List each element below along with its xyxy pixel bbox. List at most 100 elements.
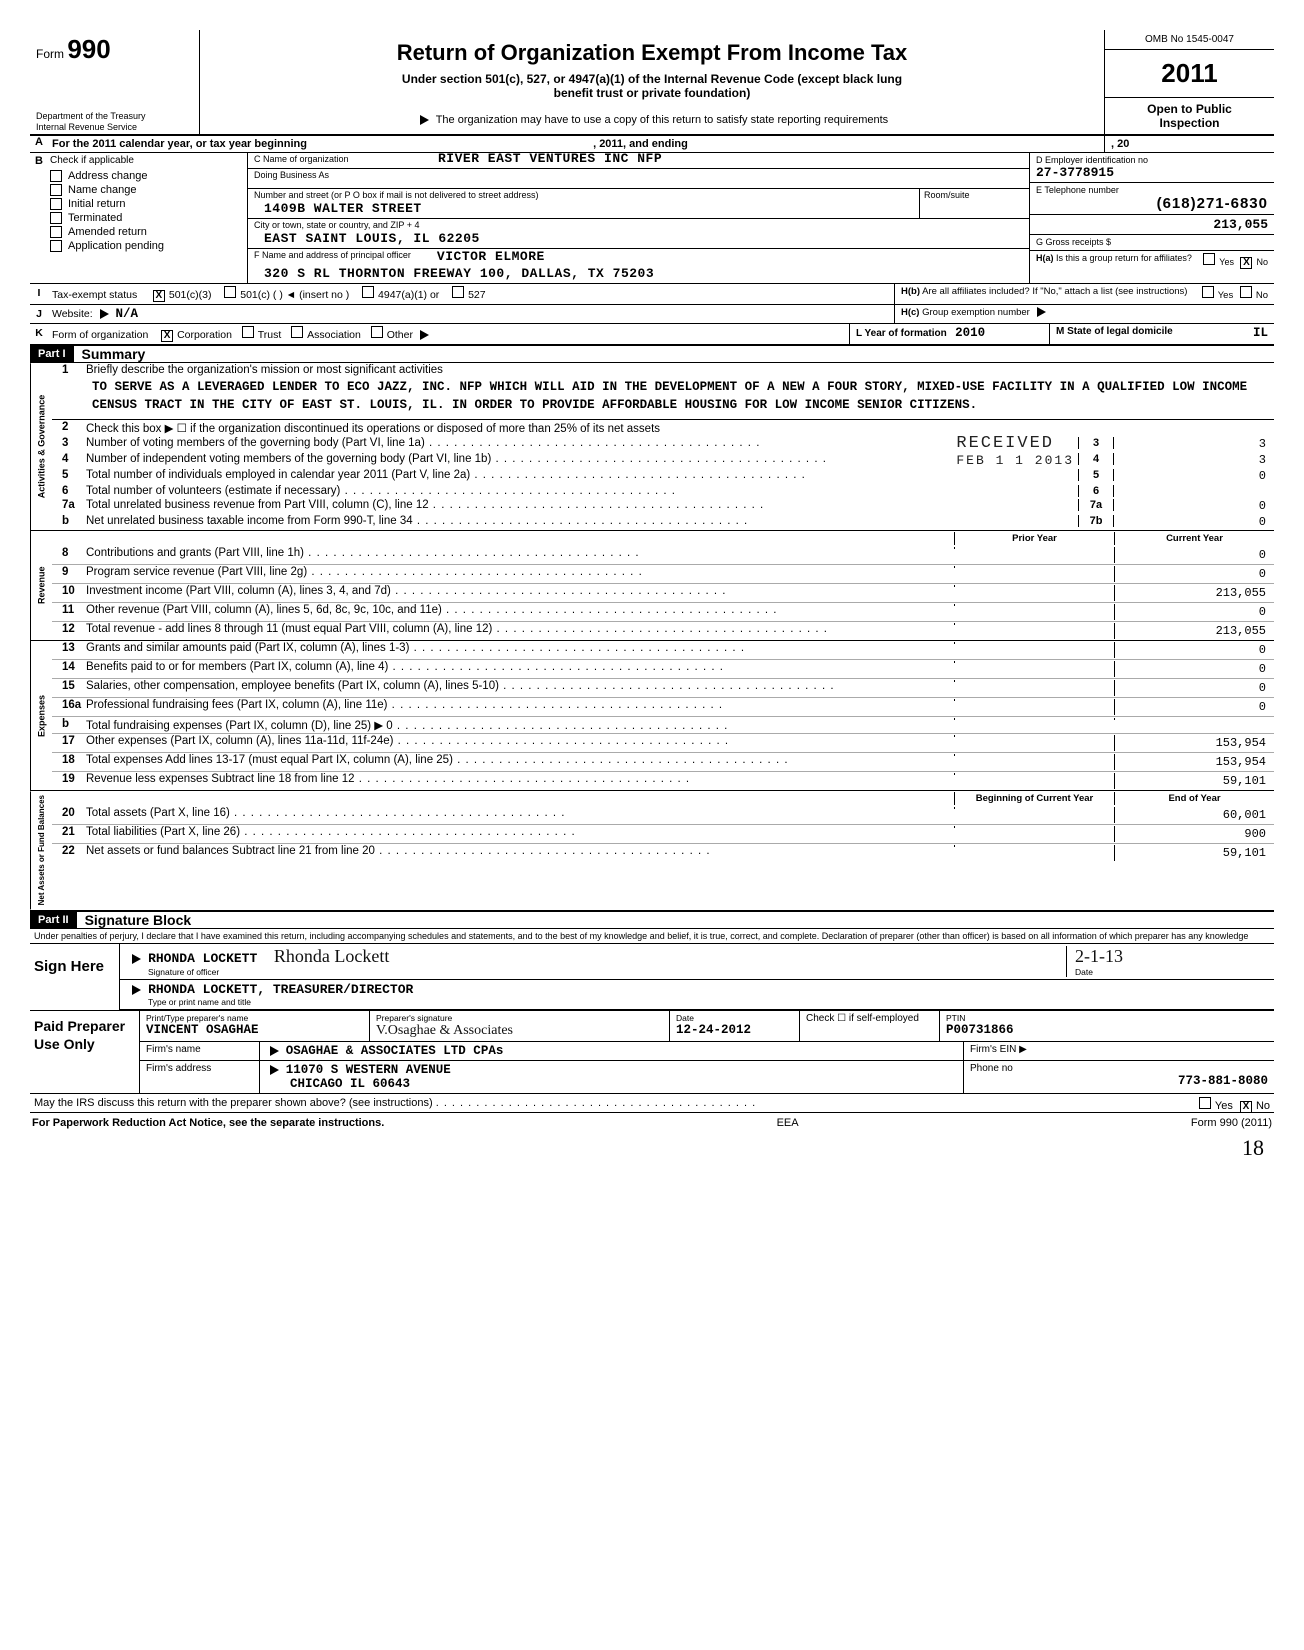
check-if-applicable: Check if applicable [50,155,243,168]
check-amended-return[interactable]: Amended return [50,226,243,238]
check-application-pending[interactable]: Application pending [50,240,243,252]
sign-here-block: Sign Here RHONDA LOCKETT Rhonda Lockett … [30,944,1274,1010]
row-a-right-text: , 20 [1111,138,1129,150]
e-label: E Telephone number [1036,185,1268,195]
summary-line: 20Total assets (Part X, line 16)60,001 [52,806,1274,824]
preparer-signature: V.Osaghae & Associates [376,1023,663,1039]
footer-right: Form 990 (2011) [1191,1117,1272,1129]
form-subtitle-1: Under section 501(c), 527, or 4947(a)(1)… [402,72,902,86]
summary-line: 19Revenue less expenses Subtract line 18… [52,771,1274,790]
dept-line-2: Internal Revenue Service [36,122,193,132]
row-j-letter: J [30,305,48,323]
row-i-letter: I [30,284,48,304]
l-value: 2010 [955,326,985,340]
summary-line: 18Total expenses Add lines 13-17 (must e… [52,752,1274,771]
firm-ein: Firm's EIN ▶ [964,1042,1274,1060]
summary-line: 16aProfessional fundraising fees (Part I… [52,697,1274,716]
row-b-letter: B [30,153,48,283]
mission-text: TO SERVE AS A LEVERAGED LENDER TO ECO JA… [86,376,1268,418]
l-cell: L Year of formation 2010 [849,324,1049,344]
f-name: VICTOR ELMORE [417,249,551,266]
c-value: RIVER EAST VENTURES INC NFP [248,151,1029,168]
4947-box[interactable] [362,286,374,298]
check-terminated[interactable]: Terminated [50,212,243,224]
footer-mid: EEA [777,1117,799,1129]
summary-line: bNet unrelated business taxable income f… [52,514,1274,530]
row-a-left: For the 2011 calendar year, or tax year … [52,138,307,150]
check-address-change[interactable]: Address change [50,170,243,182]
form-header: Form 990 Department of the Treasury Inte… [30,30,1274,136]
arrow-icon [132,954,141,964]
preparer-name: VINCENT OSAGHAE [146,1023,363,1037]
g-value-top: 213,055 [1036,217,1268,232]
trust-box[interactable] [242,326,254,338]
title-label: Type or print name and title [128,997,1266,1007]
phone-cell: E Telephone number (618)271-6830 [1030,183,1274,215]
form-number-block: Form 990 [36,34,193,65]
summary-line: 14Benefits paid to or for members (Part … [52,659,1274,678]
f-label: F Name and address of principal officer [248,249,417,266]
penalty-statement: Under penalties of perjury, I declare th… [30,929,1274,944]
officer-row: F Name and address of principal officer … [248,249,1029,283]
officer-title-row: RHONDA LOCKETT, TREASURER/DIRECTOR Type … [120,980,1274,1010]
paid-preparer-block: Paid Preparer Use Only Print/Type prepar… [30,1010,1274,1094]
arrow-icon [420,330,429,340]
row-i: I Tax-exempt status X501(c)(3) 501(c) ( … [30,284,1274,305]
col-b-checks: Check if applicable Address change Name … [48,153,248,283]
paid-preparer-label: Paid Preparer Use Only [30,1011,140,1093]
officer-sig-row: RHONDA LOCKETT Rhonda Lockett Signature … [120,944,1274,980]
revenue-header-row: Prior Year Current Year [52,531,1274,546]
501c3-box[interactable]: X [153,290,165,302]
form-subtitle-2: benefit trust or private foundation) [554,86,751,100]
sign-here-label: Sign Here [30,944,120,1010]
footer-left: For Paperwork Reduction Act Notice, see … [32,1117,384,1129]
row-k-main: Form of organization XCorporation Trust … [48,324,849,344]
tax-year: 2011 [1105,50,1274,98]
part-2-bar: Part II [30,912,77,928]
part-1-title: Summary [82,346,146,362]
irs-discuss-row: May the IRS discuss this return with the… [30,1094,1274,1113]
vlabel-revenue: Revenue [30,531,52,640]
open-public-1: Open to Public [1107,102,1272,116]
assoc-box[interactable] [291,326,303,338]
m-value: IL [1253,326,1268,340]
summary-line: 17Other expenses (Part IX, column (A), l… [52,733,1274,752]
501c-box[interactable] [224,286,236,298]
check-initial-return[interactable]: Initial return [50,198,243,210]
q1-label: Briefly describe the organization's miss… [86,364,443,376]
signature-scribble: Rhonda Lockett [260,946,389,966]
city-row: City or town, state or country, and ZIP … [248,219,1029,249]
g-label: G Gross receipts $ [1036,237,1111,247]
h-a-text: Is this a group return for affiliates? [1056,253,1192,263]
d-label: D Employer identification no [1036,155,1268,165]
h-a-cell: H(a) Is this a group return for affiliat… [1030,251,1274,271]
summary-line: 22Net assets or fund balances Subtract l… [52,843,1274,862]
dots [436,1097,756,1109]
527-box[interactable] [452,286,464,298]
summary-line: 21Total liabilities (Part X, line 26)900 [52,824,1274,843]
discuss-no-box[interactable]: X [1240,1101,1252,1113]
h-a-no-box[interactable]: X [1240,257,1252,269]
addr-row: Number and street (or P O box if mail is… [248,189,1029,219]
col-current-header: Current Year [1114,532,1274,545]
col-b-right: D Employer identification no 27-3778915 … [1029,153,1274,283]
part-2-title: Signature Block [85,912,192,928]
form-of-org-label: Form of organization [52,329,148,341]
vlabel-netassets: Net Assets or Fund Balances [30,791,52,909]
vlabel-activities: Activities & Governance [30,363,52,530]
part-2-header: Part II Signature Block [30,911,1274,929]
h-b-cell: H(b) Are all affiliates included? If "No… [894,284,1274,304]
check-name-change[interactable]: Name change [50,184,243,196]
other-box[interactable] [371,326,383,338]
preparer-row-1: Print/Type preparer's name VINCENT OSAGH… [140,1011,1274,1042]
summary-line: 6Total number of volunteers (estimate if… [52,484,1274,498]
preparer-row-2: Firm's name OSAGHAE & ASSOCIATES LTD CPA… [140,1042,1274,1061]
corp-box[interactable]: X [161,330,173,342]
m-label: M State of legal domicile [1056,326,1173,337]
firm-phone: 773-881-8080 [970,1074,1268,1088]
preparer-date: 12-24-2012 [676,1023,793,1037]
h-a-yes-box[interactable] [1203,253,1215,265]
summary-line: 10Investment income (Part VIII, column (… [52,583,1274,602]
city-value: EAST SAINT LOUIS, IL 62205 [248,231,1029,248]
discuss-yes-box[interactable] [1199,1097,1211,1109]
